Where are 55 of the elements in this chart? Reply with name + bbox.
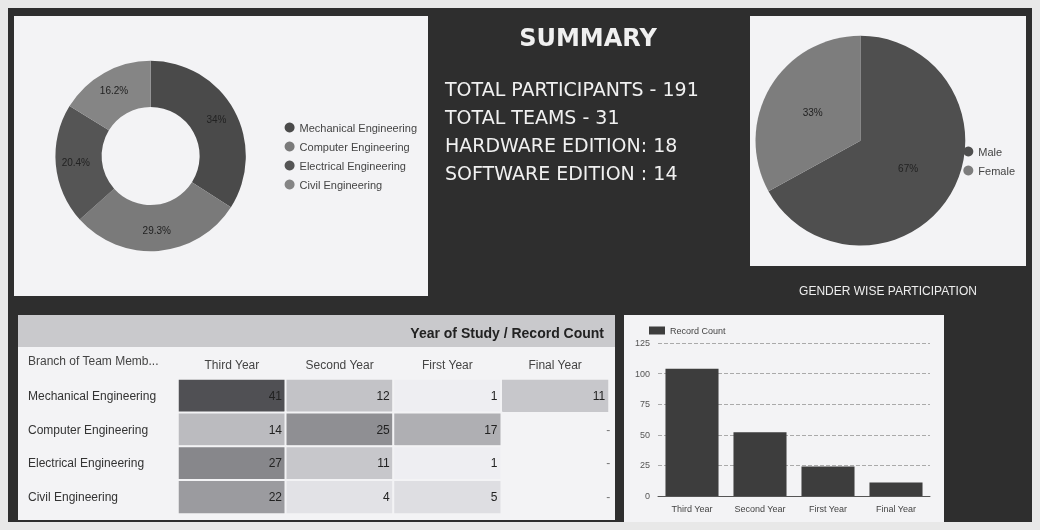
x-tick-label: Final Year	[528, 358, 582, 372]
data-label: 17	[484, 422, 498, 437]
x-tick-label: Final Year	[875, 503, 917, 514]
data-label: 27	[268, 456, 283, 471]
text: HARDWARE EDITION: 18	[445, 134, 679, 156]
bar	[665, 368, 719, 496]
text: TOTAL TEAMS - 31	[445, 106, 621, 128]
y-tick-label: 50	[639, 429, 650, 440]
text: -	[606, 456, 611, 471]
text: SUMMARY	[518, 24, 658, 52]
y-tick-label: 0	[644, 491, 650, 501]
x-tick-label: Third Year	[204, 358, 260, 372]
data-label: 22	[268, 490, 283, 505]
x-tick-label: Second Year	[734, 503, 786, 514]
text: TOTAL PARTICIPANTS - 191	[445, 78, 700, 100]
y-tick-label: Mechanical Engineering	[28, 388, 157, 403]
y-tick-label: Computer Engineering	[28, 422, 149, 437]
text: SOFTWARE EDITION : 14	[445, 162, 679, 184]
legend-label: Male	[978, 145, 1003, 158]
data-label: 4	[383, 490, 391, 505]
text: GENDER WISE PARTICIPATION	[799, 284, 977, 298]
text: -	[606, 422, 611, 437]
data-label: 12	[376, 388, 391, 403]
data-label: 5	[490, 490, 498, 505]
x-tick-label: Third Year	[671, 503, 713, 514]
y-tick-label: 25	[639, 460, 650, 471]
bar	[801, 466, 855, 496]
bar	[869, 482, 923, 496]
y-tick-label: 125	[634, 338, 650, 348]
x-tick-label: First Year	[422, 358, 473, 372]
y-tick-label: 100	[634, 368, 650, 379]
legend-label: Mechanical Engineering	[299, 121, 418, 134]
data-label: 33%	[802, 106, 823, 118]
data-label: 11	[592, 388, 606, 403]
data-label: 11	[377, 456, 391, 471]
data-label: 29.3%	[142, 225, 172, 237]
text: -	[606, 490, 611, 505]
y-tick-label: 75	[639, 399, 650, 410]
bar	[733, 432, 787, 496]
y-axis-title: Branch of Team Memb...	[28, 354, 159, 368]
data-label: 14	[268, 422, 283, 437]
legend-label: Computer Engineering	[299, 140, 410, 153]
x-tick-label: First Year	[808, 503, 848, 514]
data-label: 1	[490, 456, 498, 471]
legend-label: Female	[978, 164, 1016, 177]
legend-label: Civil Engineering	[299, 178, 383, 191]
data-label: 25	[376, 422, 391, 437]
data-label: 16.2%	[99, 84, 129, 96]
y-tick-label: Civil Engineering	[28, 490, 119, 505]
data-label: 1	[490, 388, 498, 403]
chart-title: Year of Study / Record Count	[410, 325, 605, 341]
legend-label: Electrical Engineering	[299, 159, 406, 172]
legend-label: Record Count	[670, 325, 727, 336]
x-tick-label: Second Year	[305, 358, 374, 372]
y-tick-label: Electrical Engineering	[28, 456, 145, 471]
